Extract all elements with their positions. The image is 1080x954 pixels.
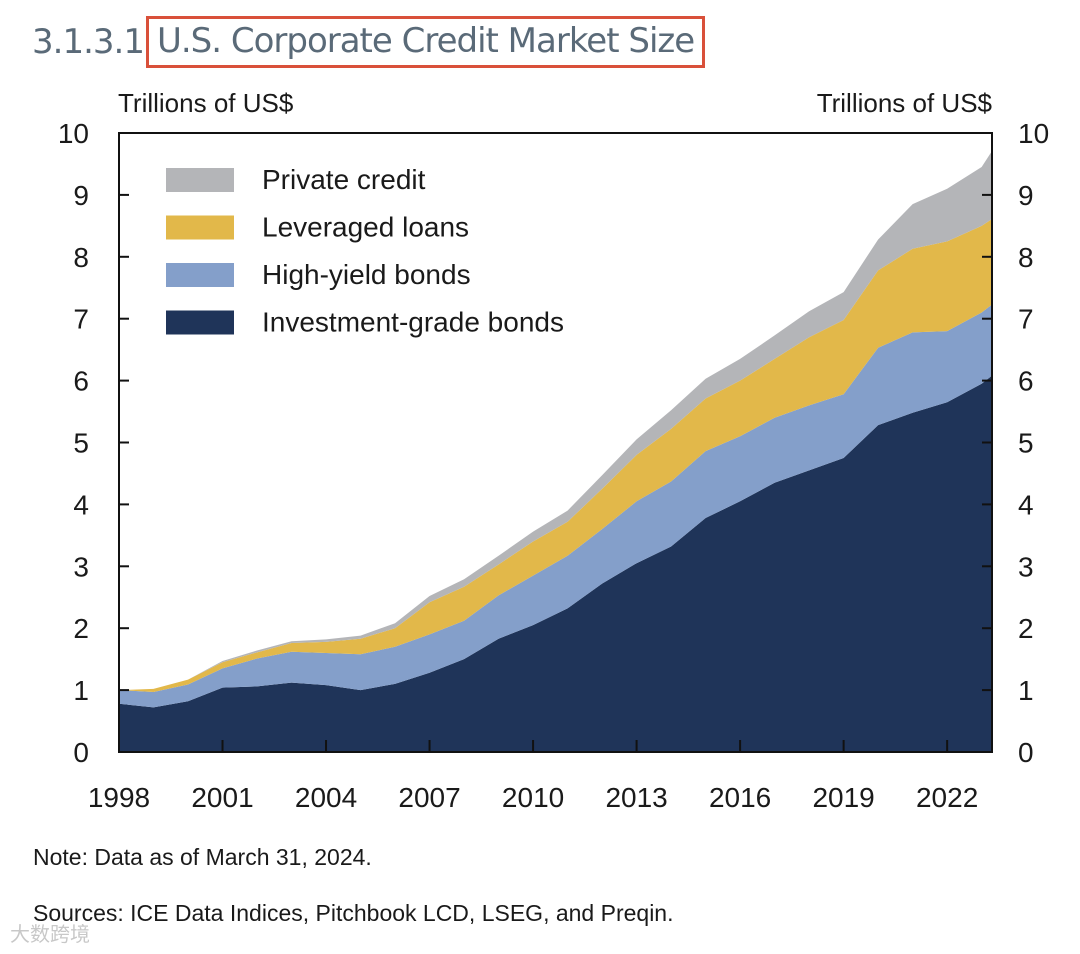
y-tick-label-left: 2 xyxy=(73,613,89,644)
y-tick-label-left: 9 xyxy=(73,180,89,211)
x-tick-label: 2004 xyxy=(295,782,357,813)
y-tick-label-right: 5 xyxy=(1018,428,1034,459)
legend-label-leveraged-loans: Leveraged loans xyxy=(262,212,469,243)
ticks: 0 0 1 1 2 2 3 3 4 4 5 5 6 6 7 7 8 8 9 9 10 10 1998 2001 2004 2007… xyxy=(58,118,1049,813)
figure-number: 3.1.3.1 xyxy=(32,22,145,62)
x-tick-label: 2016 xyxy=(709,782,771,813)
legend-swatch-leveraged-loans xyxy=(166,215,234,240)
chart-note: Note: Data as of March 31, 2024. xyxy=(33,844,372,870)
legend-swatch-high-yield-bonds xyxy=(166,263,234,287)
y-tick-label-right: 3 xyxy=(1018,551,1034,582)
y-tick-label-right: 6 xyxy=(1018,366,1034,397)
legend-swatch-investment-grade-bonds xyxy=(166,310,234,335)
y-tick-label-left: 6 xyxy=(73,366,89,397)
y-axis-label-left: Trillions of US$ xyxy=(118,88,294,118)
chart-svg: 0 0 1 1 2 2 3 3 4 4 5 5 6 6 7 7 8 8 9 9 10 10 1998 2001 2004 2007… xyxy=(58,88,1049,813)
legend-swatch-private-credit xyxy=(166,168,234,192)
y-tick-label-left: 0 xyxy=(73,737,89,768)
y-axis-label-right: Trillions of US$ xyxy=(817,88,993,118)
area-leveraged-loans xyxy=(119,219,992,692)
x-tick-label: 2019 xyxy=(812,782,874,813)
chart-sources: Sources: ICE Data Indices, Pitchbook LCD… xyxy=(33,900,674,926)
y-tick-label-left: 5 xyxy=(73,428,89,459)
y-tick-label-left: 7 xyxy=(73,304,89,335)
area-investment-grade-bonds xyxy=(119,375,992,752)
legend-label-high-yield-bonds: High-yield bonds xyxy=(262,259,471,290)
y-tick-label-left: 3 xyxy=(73,551,89,582)
y-tick-label-right: 2 xyxy=(1018,613,1034,644)
chart-title: U.S. Corporate Credit Market Size xyxy=(145,16,706,68)
area-high-yield-bonds xyxy=(119,304,992,708)
x-tick-label: 2013 xyxy=(605,782,667,813)
y-tick-label-right: 1 xyxy=(1018,675,1034,706)
y-tick-label-right: 0 xyxy=(1018,737,1034,768)
watermark-text: 大数跨境 xyxy=(10,924,90,946)
y-tick-label-left: 1 xyxy=(73,675,89,706)
y-tick-label-right: 9 xyxy=(1018,180,1034,211)
legend-label-investment-grade-bonds: Investment-grade bonds xyxy=(262,307,564,338)
x-tick-label: 2022 xyxy=(916,782,978,813)
chart-header: 3.1.3.1 U.S. Corporate Credit Market Siz… xyxy=(32,14,706,70)
y-tick-label-left: 4 xyxy=(73,489,89,520)
x-tick-label: 2001 xyxy=(191,782,253,813)
y-tick-label-right: 10 xyxy=(1018,118,1049,149)
area-layers xyxy=(119,150,992,752)
y-tick-label-right: 4 xyxy=(1018,489,1034,520)
legend: Private credit Leveraged loans High-yield … xyxy=(166,164,564,338)
legend-label-private-credit: Private credit xyxy=(262,164,426,195)
y-tick-label-right: 7 xyxy=(1018,304,1034,335)
x-tick-label: 2007 xyxy=(398,782,460,813)
y-tick-label-left: 8 xyxy=(73,242,89,273)
y-tick-label-right: 8 xyxy=(1018,242,1034,273)
x-tick-label: 2010 xyxy=(502,782,564,813)
y-tick-label-left: 10 xyxy=(58,118,89,149)
x-tick-label: 1998 xyxy=(88,782,150,813)
